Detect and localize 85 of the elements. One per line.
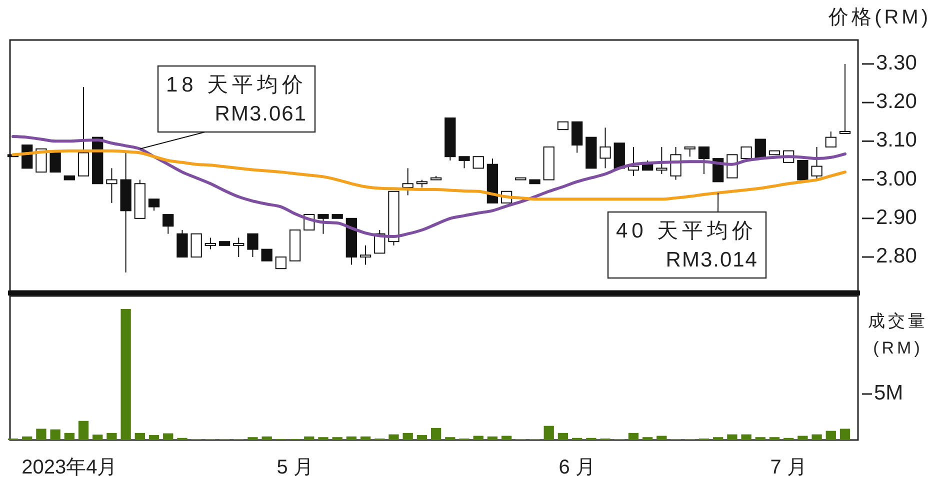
- bar: [642, 437, 653, 440]
- candlestick: [162, 214, 174, 234]
- bar: [106, 432, 117, 440]
- annotation: RM3.061: [214, 102, 307, 126]
- bar: [713, 437, 724, 440]
- bar: [64, 432, 74, 440]
- y-tick-label: 3.20: [876, 90, 917, 114]
- bar: [487, 436, 498, 440]
- candlestick: [318, 214, 329, 234]
- bar: [50, 429, 60, 440]
- bar: [92, 434, 103, 440]
- bar: [36, 428, 46, 440]
- candlestick: [360, 244, 372, 266]
- bar: [332, 437, 342, 440]
- bar: [402, 432, 413, 440]
- candlestick: [402, 168, 414, 196]
- bar: [445, 437, 456, 440]
- bar: [798, 436, 808, 440]
- candlestick: [233, 237, 244, 258]
- bar: [741, 434, 752, 440]
- candlestick: [811, 146, 822, 180]
- candlestick: [190, 233, 202, 258]
- candlestick: [176, 229, 188, 258]
- y-axis-title: 价格(RM): [828, 6, 931, 28]
- text: 5M: [874, 382, 904, 405]
- bar: [812, 434, 822, 440]
- candlestick: [247, 233, 258, 258]
- annotation: RM3.014: [666, 248, 758, 272]
- candlestick: [148, 198, 160, 212]
- candlestick: [472, 156, 484, 169]
- candlestick: [740, 146, 752, 160]
- bar: [148, 435, 160, 440]
- line-series: [12, 149, 846, 201]
- bar: [544, 426, 554, 440]
- bar: [304, 436, 314, 440]
- y-tick-label: 3.10: [876, 128, 917, 152]
- bar: [656, 436, 667, 440]
- candlestick: [656, 146, 668, 174]
- bar: [318, 437, 328, 440]
- bar: [78, 420, 89, 440]
- candlestick: [106, 168, 118, 204]
- bar: [22, 436, 32, 440]
- x-tick-label: 2023年4月: [22, 456, 118, 478]
- candlestick: [698, 146, 710, 174]
- bar: [388, 434, 399, 440]
- y-tick-label: 3.00: [876, 167, 917, 190]
- bar: [727, 434, 738, 440]
- bar: [826, 430, 836, 440]
- candlestick: [684, 146, 696, 158]
- bar: [628, 432, 639, 440]
- y-tick-label: 3.30: [876, 51, 917, 74]
- candlestick: [571, 121, 583, 154]
- candlestick: [50, 152, 61, 173]
- candlestick: [600, 127, 611, 169]
- y-axis-title: 成交量(RM): [868, 311, 928, 358]
- bar: [346, 436, 357, 440]
- bar: [262, 436, 272, 440]
- text: 18 天平均价: [166, 74, 308, 97]
- bar: [473, 436, 484, 440]
- candlestick: [275, 256, 287, 270]
- bar: [430, 428, 442, 440]
- bar: [134, 432, 145, 440]
- candlestick: [458, 156, 470, 169]
- x-tick-label: 6 月: [558, 456, 596, 478]
- bar: [501, 436, 512, 440]
- x-tick-label: 5 月: [276, 456, 314, 478]
- bar: [840, 428, 850, 440]
- candlestick: [839, 63, 851, 134]
- candlestick: [261, 248, 272, 262]
- bar: [248, 437, 258, 440]
- bar: [360, 436, 371, 440]
- bar: [120, 309, 131, 440]
- series-label: 40 天平均价: [616, 220, 758, 243]
- bar: [769, 437, 780, 440]
- bar: [163, 433, 174, 440]
- bar: [755, 437, 766, 440]
- candlestick: [78, 86, 90, 176]
- x-tick-label: 7 月: [770, 456, 807, 478]
- y-tick-label: 2.90: [876, 206, 917, 229]
- candlestick: [204, 237, 216, 250]
- candlestick: [825, 131, 836, 148]
- bar: [558, 432, 568, 440]
- candlestick: [797, 160, 808, 180]
- y-tick-label: 2.80: [876, 244, 917, 268]
- bar: [416, 435, 428, 440]
